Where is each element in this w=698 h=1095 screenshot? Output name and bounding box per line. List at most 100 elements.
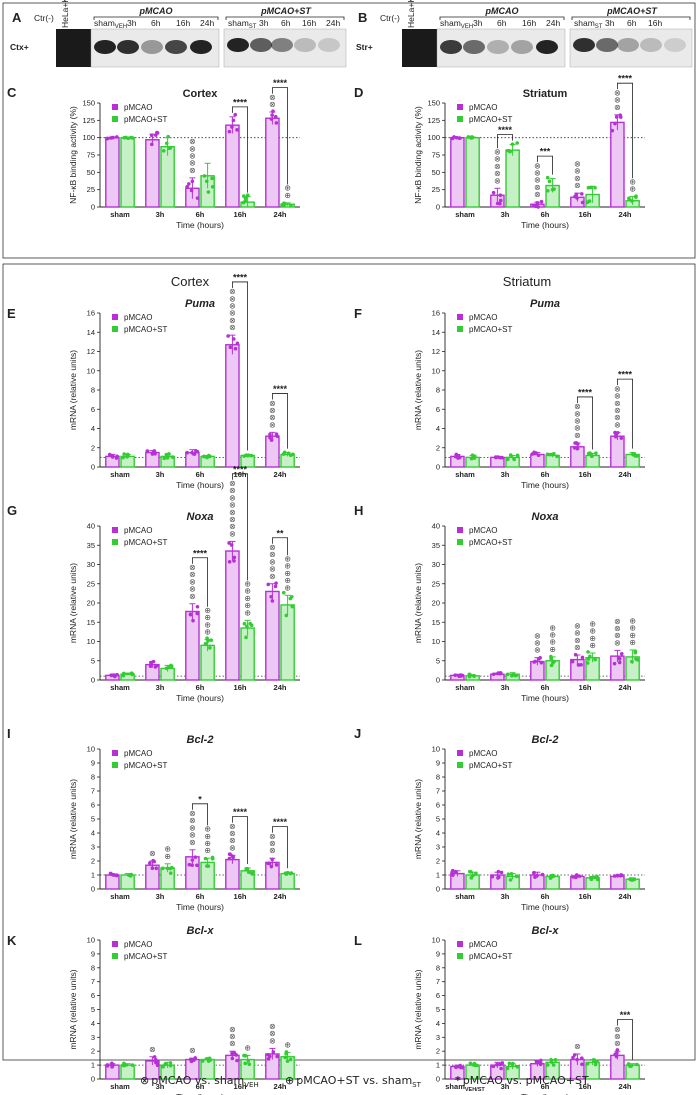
legend-swatch-st xyxy=(457,539,463,545)
legend-swatch-st xyxy=(457,116,463,122)
data-point xyxy=(152,1055,157,1059)
legend-swatch-pmcao xyxy=(112,750,118,756)
legend-label-pmcao: pMCAO xyxy=(124,313,152,322)
data-point xyxy=(453,869,458,874)
sig-symbol-oplus: ⊕ xyxy=(244,608,251,617)
lane-label: 24h xyxy=(200,18,214,28)
data-point xyxy=(231,118,236,123)
y-tick-label: 75 xyxy=(87,151,95,160)
y-tick-label: 2 xyxy=(91,857,95,866)
x-tick-label: 6h xyxy=(541,210,550,219)
sig-symbol-otimes: ⊗ xyxy=(269,572,276,581)
bar-pmcao xyxy=(225,858,240,890)
y-tick-label: 2 xyxy=(91,1047,95,1056)
data-point xyxy=(549,663,554,668)
x-tick-label: 16h xyxy=(579,210,592,219)
group-label-pmcao-st: pMCAO+ST xyxy=(260,6,312,16)
data-point xyxy=(453,454,458,459)
sig-symbol-otimes: ⊗ xyxy=(229,829,236,838)
sig-symbol-oplus: ⊕ xyxy=(204,839,211,848)
data-point xyxy=(235,341,240,346)
data-point xyxy=(579,192,584,196)
sig-symbol-oplus: ⊕ xyxy=(589,619,596,628)
y-axis-label: mRNA (relative units) xyxy=(413,969,423,1049)
data-point xyxy=(588,654,592,659)
data-point xyxy=(228,852,232,857)
sig-symbol-oplus: ⊕ xyxy=(629,638,636,647)
data-point xyxy=(148,664,153,669)
y-tick-label: 9 xyxy=(91,759,95,768)
data-point xyxy=(615,1051,619,1055)
data-point xyxy=(471,873,475,878)
data-point xyxy=(168,871,173,875)
footer-oplus-symbol: ⊕ xyxy=(285,1074,294,1087)
x-tick-label-text: sham xyxy=(445,1082,465,1091)
y-tick-label: 0 xyxy=(91,463,95,472)
data-point xyxy=(114,873,119,878)
data-point xyxy=(152,450,157,454)
y-axis-label: mRNA (relative units) xyxy=(68,350,78,430)
bar-pmcao xyxy=(610,875,625,890)
lane-hela: HeLa+KA xyxy=(406,0,416,28)
bar-pmcao xyxy=(265,117,280,208)
lane-sham-text: sham xyxy=(440,18,461,28)
x-tick-label: shamVEH/ST xyxy=(445,1082,485,1093)
data-point xyxy=(450,136,455,141)
comparison-label: **** xyxy=(193,548,208,558)
x-tick-label: 16h xyxy=(579,892,592,901)
x-tick-label: 3h xyxy=(156,683,165,692)
footer-text-2: pMCAO+ST vs. sham xyxy=(296,1074,412,1087)
data-point xyxy=(149,133,154,137)
legend-swatch-st xyxy=(457,953,463,959)
y-tick-label: 5 xyxy=(91,1005,95,1014)
lane-label: 3h xyxy=(259,18,269,28)
legend-swatch-pmcao xyxy=(457,314,463,320)
sig-symbol-oplus: ⊕ xyxy=(244,587,251,596)
group-label-pmcao: pMCAO xyxy=(139,6,173,16)
data-point xyxy=(515,141,519,145)
sig-symbol-otimes: ⊗ xyxy=(614,1039,621,1048)
y-axis-label: NF-κB binding activity (%) xyxy=(413,106,423,204)
y-tick-label: 12 xyxy=(87,347,95,356)
chart-panel-d: D Striatum 0 25 50 75 100 125 150 NF-κB binding a… xyxy=(354,74,645,230)
data-point xyxy=(273,114,278,119)
blot-band xyxy=(318,38,340,52)
data-point xyxy=(271,109,275,114)
footer-otimes-symbol: ⊗ xyxy=(140,1074,149,1087)
data-point xyxy=(505,1066,510,1071)
data-point xyxy=(458,136,462,141)
data-point xyxy=(208,1058,213,1062)
data-point xyxy=(630,199,634,203)
bar-pmcao xyxy=(105,136,120,208)
lane-label: 16h xyxy=(522,18,536,28)
data-point xyxy=(498,201,502,206)
data-point xyxy=(552,452,556,456)
sig-symbol-otimes: ⊗ xyxy=(269,420,276,429)
data-point xyxy=(546,188,550,193)
sig-symbol-otimes: ⊗ xyxy=(149,1045,156,1054)
data-point xyxy=(164,141,169,146)
bar-pmcao-st xyxy=(240,627,255,681)
y-tick-label: 14 xyxy=(87,328,95,337)
comparison-label: **** xyxy=(273,817,288,827)
y-axis-label: mRNA (relative units) xyxy=(413,350,423,430)
x-tick-label: 6h xyxy=(541,1082,550,1091)
data-point xyxy=(588,185,593,190)
sig-symbol-otimes: ⊗ xyxy=(269,100,276,109)
data-point xyxy=(189,188,194,193)
sig-symbol-oplus: ⊕ xyxy=(244,594,251,603)
data-point xyxy=(187,182,191,186)
blot-band xyxy=(294,38,316,52)
sig-symbol-otimes: ⊗ xyxy=(269,839,276,848)
chart-title: Puma xyxy=(530,298,560,310)
y-tick-label: 7 xyxy=(91,787,95,796)
sig-symbol-otimes: ⊗ xyxy=(229,1025,236,1034)
data-point xyxy=(615,430,620,435)
sig-symbol-otimes: ⊗ xyxy=(269,565,276,574)
data-point xyxy=(162,456,167,461)
data-point xyxy=(190,863,194,868)
x-axis-label: Time (hours) xyxy=(521,220,569,230)
sig-symbol-otimes: ⊗ xyxy=(574,629,581,638)
x-tick-label: 16h xyxy=(234,470,247,479)
